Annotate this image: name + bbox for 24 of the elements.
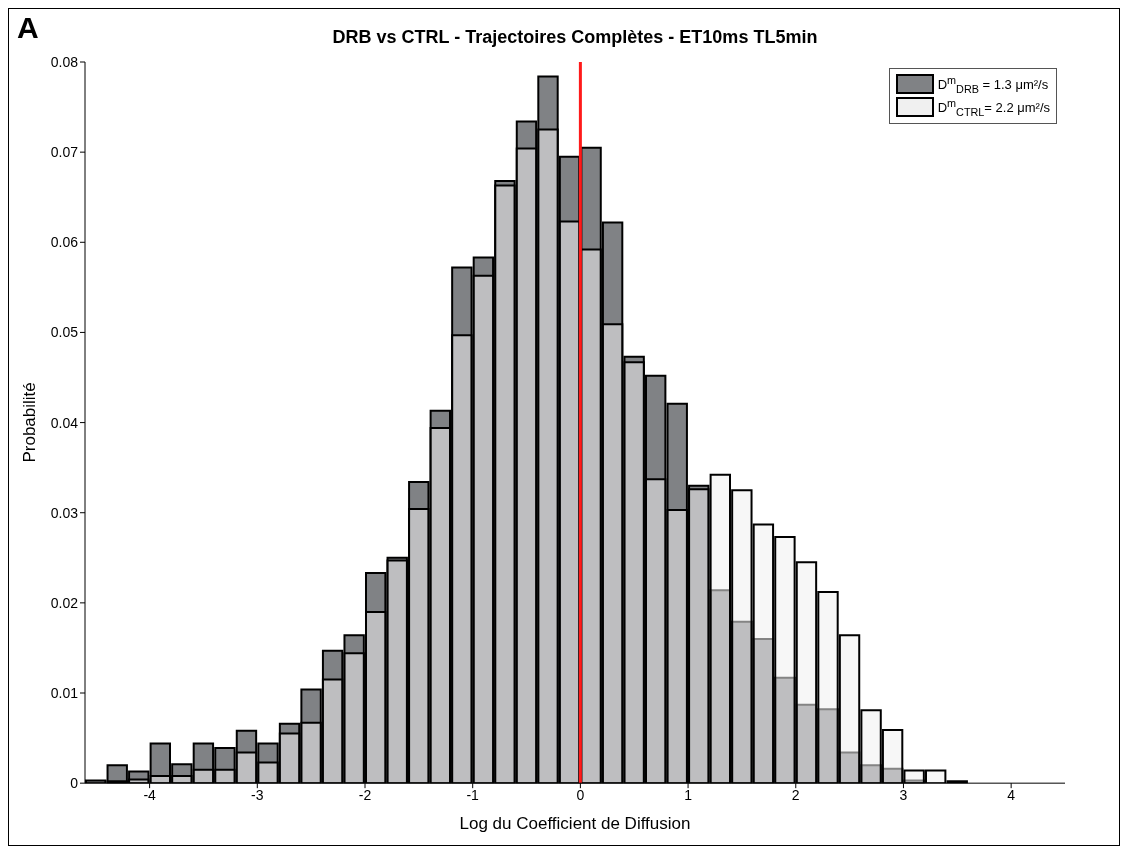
text: A [17, 11, 39, 45]
x-tick-label: 3 [899, 787, 908, 804]
x-tick-label: 1 [684, 787, 693, 804]
legend-label: D$^{m}$$_{DRB}$ = 1.3 μm²/s [937, 74, 1049, 95]
y-tick-label: 0.04 [50, 414, 79, 431]
y-tick-label: 0.02 [50, 594, 79, 611]
x-tick-label: 2 [791, 787, 800, 804]
chart-title: DRB vs CTRL - Trajectoires Complètes - ET10ms TL5min [331, 27, 819, 48]
y-tick-label: 0.05 [50, 324, 79, 341]
x-tick-label: -1 [466, 787, 480, 804]
y-tick-label: 0.06 [50, 234, 79, 251]
x-tick-label: -2 [358, 787, 372, 804]
x-tick-label: -3 [251, 787, 264, 804]
y-tick-label: 0.08 [50, 53, 79, 70]
legend-label: D$^{m}$$_{CTRL}$= 2.2 μm²/s [937, 96, 1050, 118]
x-tick-label: -4 [143, 787, 157, 804]
y-tick-label: 0 [70, 775, 79, 792]
y-tick-label: 0.07 [50, 144, 79, 161]
x-tick-label: 4 [1007, 787, 1016, 804]
x-axis-title: Log du Coefficient de Diffusion [459, 814, 691, 834]
y-tick-label: 0.03 [50, 504, 79, 521]
x-tick-label: 0 [576, 787, 585, 804]
y-axis-title: Probabilité [20, 382, 40, 463]
y-tick-label: 0.01 [50, 684, 79, 701]
